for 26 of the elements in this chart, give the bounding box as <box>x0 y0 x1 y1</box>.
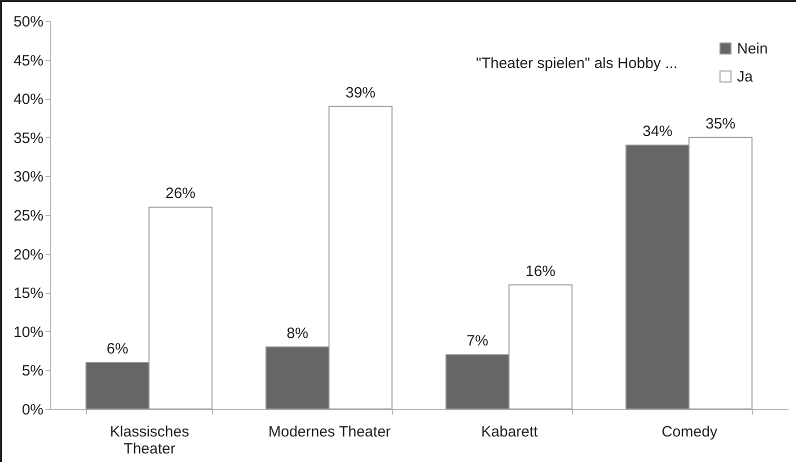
y-tick-label: 40% <box>13 91 44 108</box>
y-tick-label: 45% <box>13 52 44 70</box>
y-tick-label: 50% <box>13 14 44 30</box>
y-tick-label: 20% <box>13 246 44 264</box>
data-label: 6% <box>106 340 128 358</box>
y-tick-label: 25% <box>13 208 44 224</box>
data-label: 8% <box>286 324 308 342</box>
x-tick-label: Klassisches Theater <box>110 424 190 458</box>
y-tick-label: 10% <box>13 324 44 341</box>
x-tick-label: Comedy <box>662 424 718 440</box>
data-label: 35% <box>705 115 736 132</box>
y-tick-label: 5% <box>22 362 44 380</box>
data-label: 26% <box>165 185 196 202</box>
data-label: 34% <box>642 123 673 140</box>
legend-label: Nein <box>737 40 768 58</box>
y-tick-label: 15% <box>13 285 44 302</box>
y-tick-label: 0% <box>22 402 44 418</box>
legend-title: "Theater spielen" als Hobby ... <box>476 55 678 72</box>
data-label: 39% <box>345 84 376 102</box>
y-tick-label: 30% <box>13 168 44 186</box>
data-label: 16% <box>525 262 556 280</box>
legend-label: Ja <box>737 68 754 86</box>
data-label: 7% <box>466 332 488 350</box>
y-tick-label: 35% <box>13 130 44 147</box>
x-tick-label: Modernes Theater <box>268 424 391 440</box>
x-tick-label: Kabarett <box>481 424 539 440</box>
